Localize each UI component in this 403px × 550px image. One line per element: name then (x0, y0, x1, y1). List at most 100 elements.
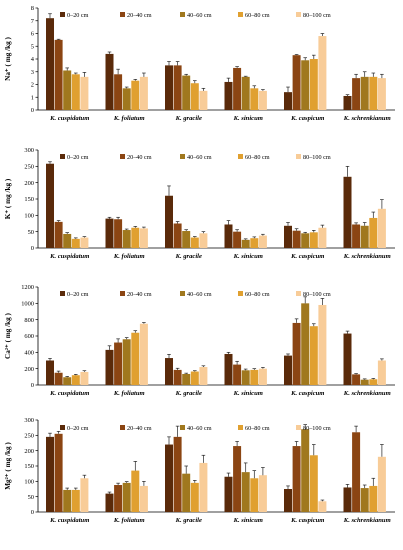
bar (241, 239, 250, 248)
legend-label: 0–20 cm (67, 291, 89, 298)
legend-item: 40–60 cm (180, 425, 212, 432)
y-tick-label: 2 (31, 82, 34, 89)
bar (165, 358, 173, 385)
y-tick-label: 0 (31, 107, 34, 114)
bar (63, 233, 72, 248)
legend-item: 40–60 cm (180, 291, 212, 298)
legend-item: 0–20 cm (60, 12, 89, 19)
bar (360, 379, 369, 385)
bar (318, 304, 327, 385)
bar (182, 373, 191, 385)
bar (318, 36, 327, 110)
bar (309, 455, 318, 512)
y-tick-label: 250 (24, 433, 34, 440)
legend-label: 0–20 cm (67, 12, 89, 19)
bar (139, 485, 148, 512)
legend-swatch (60, 12, 65, 17)
y-tick-label: 0 (31, 382, 34, 389)
bar (114, 219, 123, 248)
legend-item: 40–60 cm (180, 154, 212, 161)
bar (258, 368, 267, 385)
bar (360, 225, 369, 248)
bar (284, 355, 292, 385)
bar (318, 227, 327, 248)
legend-item: 20–40 cm (120, 291, 152, 298)
bar (343, 176, 352, 248)
category-label: K. gracile (175, 115, 202, 122)
bar (80, 237, 89, 248)
category-label: K. caspicum (290, 253, 324, 260)
bar (343, 333, 352, 385)
legend-swatch (180, 291, 185, 296)
bar (343, 487, 352, 512)
legend-label: 60–80 cm (245, 291, 270, 298)
bar (352, 432, 361, 512)
bar (241, 472, 250, 512)
bar (122, 88, 131, 110)
bar (80, 76, 89, 110)
chart-panel-1: 0 1 2 3 4 5 6 7 8 Na⁺ ( mg /kg ) K. cuspidatum K. f… (4, 5, 395, 122)
legend-swatch (120, 291, 125, 296)
y-tick-label: 600 (24, 333, 34, 340)
category-label: K. caspicum (290, 517, 324, 524)
bar (233, 364, 242, 385)
y-tick-label: 200 (24, 448, 34, 455)
legend-item: 60–80 cm (238, 425, 270, 432)
bar (241, 76, 250, 110)
y-axis-title: Na⁺ ( mg /kg ) (4, 37, 12, 81)
bar (250, 369, 259, 385)
legend-label: 60–80 cm (245, 425, 270, 432)
bar (224, 353, 233, 385)
y-tick-label: 8 (31, 5, 34, 12)
bar (301, 233, 310, 248)
legend-swatch (296, 154, 301, 159)
bar (233, 67, 242, 110)
bar (369, 379, 378, 385)
y-tick-label: 1 (31, 94, 34, 101)
category-label: K. sinicum (233, 517, 263, 524)
legend-label: 80–100 cm (303, 154, 331, 161)
bar (71, 489, 80, 512)
y-tick-label: 7 (31, 18, 35, 25)
y-tick-label: 150 (24, 196, 34, 203)
bar (309, 326, 318, 385)
bar (165, 65, 173, 110)
bar (122, 339, 131, 385)
bar (352, 374, 361, 385)
category-label: K. gracile (175, 517, 202, 524)
bar (131, 470, 140, 512)
y-tick-label: 0 (31, 245, 34, 252)
legend-label: 20–40 cm (127, 154, 152, 161)
bar (165, 444, 173, 512)
y-tick-label: 200 (24, 366, 34, 373)
bar (131, 80, 140, 110)
bar (46, 163, 54, 248)
bar (199, 367, 208, 385)
legend-label: 20–40 cm (127, 12, 152, 19)
y-tick-label: 800 (24, 317, 34, 324)
bar (224, 476, 233, 512)
bar (173, 223, 182, 248)
legend-item: 20–40 cm (120, 154, 152, 161)
bar (80, 371, 89, 385)
legend-swatch (238, 291, 243, 296)
bar (105, 349, 114, 385)
bar (139, 228, 148, 248)
legend-swatch (120, 154, 125, 159)
category-label: K. foliatum (113, 517, 145, 524)
bar (71, 375, 80, 385)
y-tick-label: 1200 (21, 284, 34, 291)
legend-swatch (296, 425, 301, 430)
category-label: K. schrenkianum (343, 390, 391, 397)
bar (199, 233, 208, 248)
legend-swatch (180, 154, 185, 159)
bar (284, 489, 292, 512)
bar (165, 195, 173, 248)
bar (301, 429, 310, 512)
bar (122, 230, 131, 248)
bar (377, 78, 386, 110)
chart-panel-4: 0 50 100 150 200 250 300 Mg²⁺ ( mg /kg ) K. cusp… (4, 417, 395, 524)
y-tick-label: 300 (24, 417, 34, 424)
bar (114, 485, 123, 512)
